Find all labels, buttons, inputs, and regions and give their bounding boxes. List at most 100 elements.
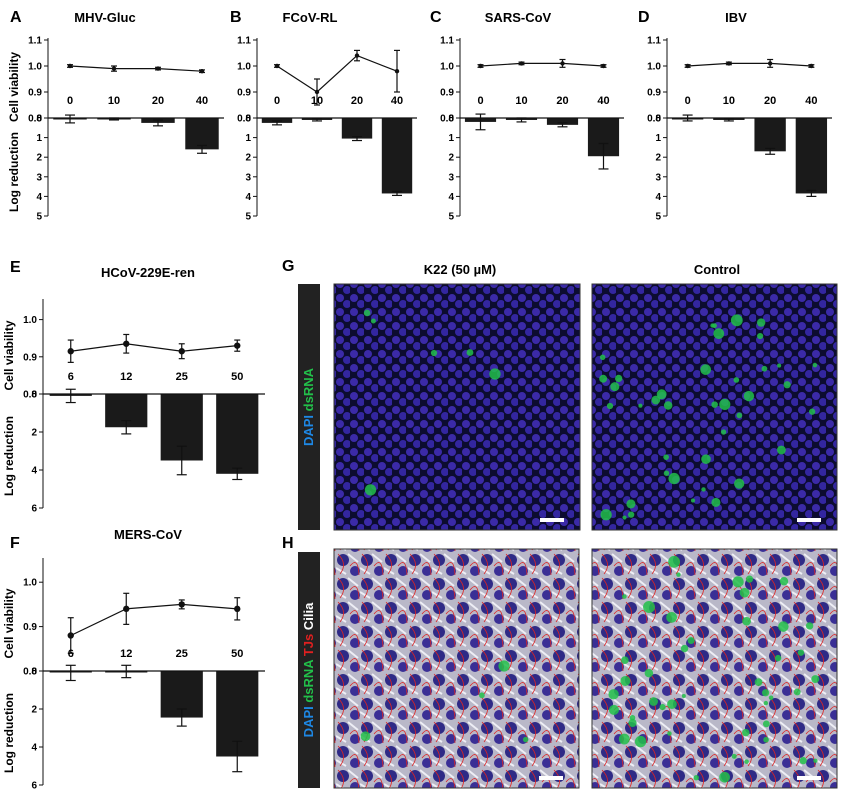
column-title-k22: K22 (50 µM): [424, 262, 497, 277]
viability-tick-label: 0.8: [28, 114, 42, 125]
category-label: 50: [231, 648, 243, 660]
reduction-bar: [381, 118, 413, 194]
viability-tick-label: 0.9: [237, 88, 251, 99]
reduction-tick-label: 0: [448, 114, 454, 125]
reduction-tick-label: 1: [655, 133, 661, 144]
micrograph-h-control-scale-bar: [797, 776, 821, 780]
micrograph-g-k22-signal: [364, 484, 377, 496]
micrograph-h-control-signal: [813, 758, 818, 763]
viability-tick-label: 1.0: [647, 62, 661, 73]
stain-3: Cilia: [301, 602, 316, 630]
micrograph-h-control-signal: [628, 718, 637, 728]
micrograph-h-control-signal: [643, 601, 655, 613]
viability-tick-label: 1.0: [23, 578, 37, 589]
micrograph-h-control-signal: [608, 689, 619, 700]
viability-tick-label: 0.9: [28, 88, 42, 99]
micrograph-h-control-signal: [778, 621, 789, 632]
category-label: 40: [391, 95, 403, 107]
viability-point: [67, 632, 74, 639]
chart-panel-b: B FCoV-RL 0.8 0.9 1.0 1.1 0 10 20 40 0 1 2 3 4 5: [230, 9, 417, 223]
micrograph-g-control-signal: [663, 454, 669, 460]
viability-tick-label: 1.1: [440, 36, 454, 47]
category-label: 20: [764, 95, 776, 107]
viability-line: [69, 65, 203, 72]
micrograph-h-k22-signal: [360, 731, 371, 742]
micrograph-h-control-signal: [687, 637, 695, 644]
micrograph-g-k22-signal: [489, 368, 501, 380]
reduction-tick-label: 2: [245, 153, 251, 164]
viability-point: [67, 348, 74, 355]
chart-panel-a: A MHV-Gluc 0.8 0.9 1.0 1.1 0 10 20 40 0 1 2 3 4 5 Cell v…: [7, 9, 224, 223]
reduction-bar: [795, 118, 828, 194]
viability-line: [480, 62, 604, 67]
viability-tick-label: 1.1: [237, 36, 251, 47]
micrograph-h-control-signal: [731, 753, 737, 759]
category-label: 50: [231, 371, 243, 383]
panel-letter-g: G: [282, 258, 294, 275]
micrograph-g-k22-signal: [430, 349, 438, 357]
micrograph-h-control-signal: [754, 678, 763, 687]
micrograph-h-control-signal: [742, 616, 751, 626]
viability-line: [70, 343, 238, 352]
chart-panel-e: E HCoV-229E-ren 0.8 0.9 1.0 6 12 25 50 0 2 4 6 Cell v…: [2, 259, 265, 515]
reduction-tick-label: 0: [31, 390, 37, 401]
stain-1: dsRNA: [301, 656, 316, 702]
micrograph-g-k22-signal: [370, 318, 376, 324]
category-label: 0: [685, 95, 691, 107]
micrograph-g-control-signal: [719, 398, 731, 411]
micrograph-g-control-signal: [711, 497, 721, 507]
viability-tick-label: 0.9: [440, 88, 454, 99]
viability-line: [70, 603, 238, 637]
reduction-tick-label: 3: [36, 172, 42, 183]
reduction-axis-title: Log reduction: [2, 693, 16, 773]
viability-tick-label: 0.8: [647, 114, 661, 125]
micrograph-h-control-signal: [739, 587, 750, 598]
micrograph-h-control-signal: [799, 757, 807, 765]
micrograph-g-control-scale-bar: [797, 518, 821, 522]
category-label: 20: [351, 95, 363, 107]
category-label: 10: [311, 95, 323, 107]
category-label: 0: [477, 95, 483, 107]
micrograph-g-control-signal: [711, 401, 718, 408]
viability-tick-label: 0.8: [237, 114, 251, 125]
micrograph-h-control-signal: [622, 594, 627, 599]
viability-point: [178, 348, 185, 355]
reduction-tick-label: 0: [655, 114, 661, 125]
micrograph-h-control-signal: [768, 695, 774, 701]
micrograph-g-control-signal: [626, 499, 636, 509]
category-label: 0: [274, 95, 280, 107]
category-label: 10: [108, 95, 120, 107]
reduction-bar: [185, 118, 219, 150]
viability-point: [354, 53, 360, 58]
micrograph-g-control-signal: [734, 478, 745, 489]
viability-point: [601, 63, 606, 69]
viability-point: [67, 63, 73, 69]
micrograph-h-k22-signal: [479, 692, 485, 699]
micrograph-g-control-signal: [809, 408, 816, 415]
column-title-control: Control: [694, 262, 740, 277]
viability-point: [685, 63, 690, 69]
micrograph-g-control-signal: [638, 403, 643, 408]
micrograph-g-control-signal: [736, 412, 743, 419]
micrograph-h-control-signal: [774, 654, 782, 662]
micrograph-h-control-signal: [742, 728, 750, 737]
category-label: 25: [176, 371, 188, 383]
viability-tick-label: 1.0: [28, 62, 42, 73]
reduction-tick-label: 2: [448, 153, 454, 164]
category-label: 12: [120, 648, 132, 660]
viability-tick-label: 1.0: [23, 315, 37, 326]
reduction-bar: [216, 394, 259, 474]
reduction-tick-label: 0: [31, 667, 37, 678]
panel-letter: A: [10, 9, 22, 26]
micrograph-g-control-signal: [812, 362, 818, 368]
micrograph-g-control-signal: [700, 364, 712, 375]
reduction-tick-label: 6: [31, 504, 37, 515]
reduction-tick-label: 4: [36, 192, 42, 203]
viability-tick-label: 1.1: [28, 36, 42, 47]
viability-tick-label: 1.0: [440, 62, 454, 73]
micrograph-g-control-signal: [628, 511, 635, 518]
micrograph-g-k22-scale-bar: [540, 518, 564, 522]
reduction-bar: [754, 118, 786, 152]
micrograph-g-control-signal: [610, 382, 620, 392]
